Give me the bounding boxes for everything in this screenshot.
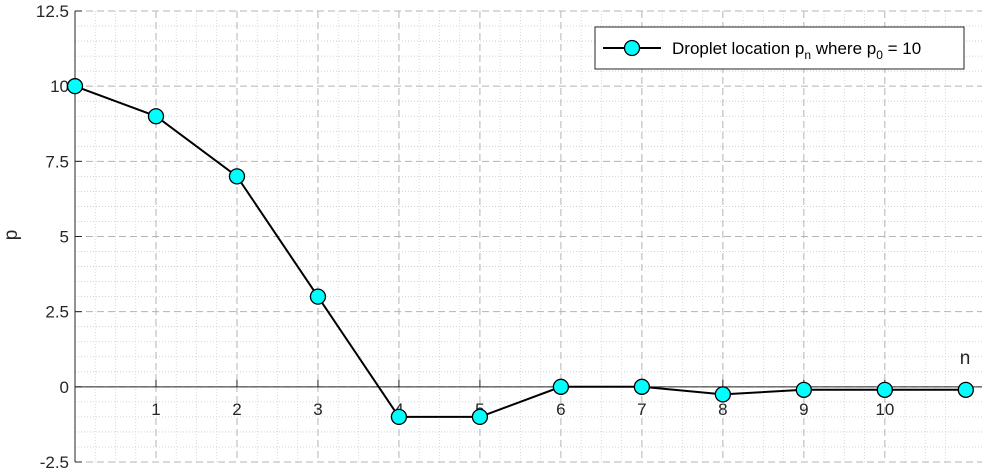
legend-marker-sample bbox=[623, 39, 641, 57]
data-point bbox=[714, 386, 732, 403]
x-tick-label: 8 bbox=[718, 400, 727, 419]
legend-text-main: Droplet location p bbox=[672, 39, 804, 58]
data-point bbox=[309, 288, 327, 305]
x-tick-label: 7 bbox=[637, 400, 646, 419]
y-tick-label: -2.5 bbox=[40, 453, 69, 472]
data-point bbox=[390, 408, 408, 426]
y-tick-label: 0 bbox=[60, 378, 69, 397]
legend-text-end: = 10 bbox=[883, 39, 921, 58]
y-axis-label: p bbox=[1, 230, 22, 241]
x-tick-label: 10 bbox=[875, 400, 894, 419]
legend: Droplet location pn where p0 = 10 bbox=[594, 26, 965, 70]
x-tick-label: 1 bbox=[151, 400, 160, 419]
legend-text-sub-n: n bbox=[804, 48, 811, 62]
legend-entry-text: Droplet location pn where p0 = 10 bbox=[672, 39, 921, 62]
grid bbox=[75, 10, 982, 463]
y-tick-label: 2.5 bbox=[45, 303, 69, 322]
data-point bbox=[795, 381, 812, 398]
data-point bbox=[552, 378, 570, 395]
data-point bbox=[66, 78, 84, 95]
x-axis-label: n bbox=[960, 348, 971, 369]
x-tick-label: 2 bbox=[232, 400, 241, 419]
y-tick-label: 7.5 bbox=[45, 152, 69, 171]
legend-text-sub-0: 0 bbox=[876, 48, 883, 62]
data-point bbox=[876, 381, 893, 398]
y-tick-label: 10 bbox=[50, 77, 69, 96]
series-line bbox=[74, 85, 966, 418]
data-point bbox=[147, 108, 165, 125]
x-tick-label: 6 bbox=[556, 400, 565, 419]
x-tick-label: 3 bbox=[313, 400, 322, 419]
x-tick-label: 9 bbox=[799, 400, 808, 419]
y-tick-label: 5 bbox=[60, 228, 69, 247]
legend-text-mid: where p bbox=[811, 39, 876, 58]
series bbox=[66, 78, 974, 426]
data-point bbox=[228, 168, 246, 185]
y-tick-label: 12.5 bbox=[36, 2, 69, 21]
data-point bbox=[471, 408, 489, 426]
data-point bbox=[957, 381, 974, 398]
data-point bbox=[633, 378, 651, 395]
